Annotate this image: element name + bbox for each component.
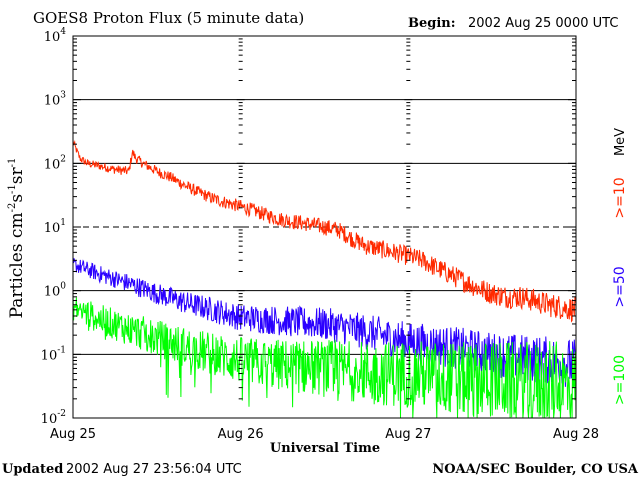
x-axis-label: Universal Time (270, 441, 380, 456)
legend-entry-10mev: >=10 (612, 177, 628, 218)
y-axis-label-text: Particles cm (7, 212, 27, 318)
series-line-1 (72, 257, 577, 387)
plot-frame (72, 35, 577, 419)
x-tick-label-0: Aug 25 (50, 427, 96, 442)
series-layer (72, 140, 577, 419)
y-axis-label-mid2: sr (7, 166, 27, 184)
credit-text: NOAA/SEC Boulder, CO USA (432, 462, 639, 477)
updated-label: Updated (2, 462, 63, 477)
x-tick-label-3: Aug 28 (553, 427, 599, 442)
chart-title: GOES8 Proton Flux (5 minute data) (33, 9, 304, 27)
updated-value: 2002 Aug 27 23:56:04 UTC (66, 462, 242, 477)
y-tick-label-4: 102 (44, 154, 66, 172)
y-tick-label-3: 101 (44, 218, 66, 236)
legend-unit: MeV (613, 128, 628, 156)
axis-ticks (73, 38, 576, 419)
y-axis-label-exp3: -1 (7, 158, 18, 168)
series-line-0 (72, 140, 577, 323)
y-tick-label-5: 103 (44, 91, 67, 109)
x-tick-labels: Aug 25 Aug 26 Aug 27 Aug 28 (50, 427, 599, 442)
series-line-2 (72, 295, 577, 419)
y-axis-label: Particles cm-2s-1sr-1 (7, 158, 27, 319)
svg-text:Particles cm-2s-1sr-1: Particles cm-2s-1sr-1 (7, 158, 27, 319)
x-tick-label-2: Aug 27 (385, 427, 431, 442)
y-tick-label-1: 10-1 (41, 345, 66, 363)
y-axis-label-exp1: -2 (7, 203, 18, 213)
legend-entry-100mev: >=100 (612, 355, 628, 405)
y-tick-labels: 10-2 10-1 100 101 102 103 104 (41, 27, 67, 427)
y-tick-label-2: 100 (44, 282, 67, 300)
y-tick-label-6: 104 (44, 27, 67, 45)
legend: MeV >=10 >=50 >=100 (612, 128, 628, 405)
y-axis-label-mid1: s (7, 194, 27, 203)
y-axis-label-exp2: -1 (7, 184, 18, 194)
begin-value: 2002 Aug 25 0000 UTC (468, 16, 618, 31)
begin-label: Begin: (408, 16, 456, 31)
legend-entry-50mev: >=50 (612, 266, 628, 307)
y-tick-label-0: 10-2 (41, 409, 66, 427)
x-tick-label-1: Aug 26 (218, 427, 264, 442)
